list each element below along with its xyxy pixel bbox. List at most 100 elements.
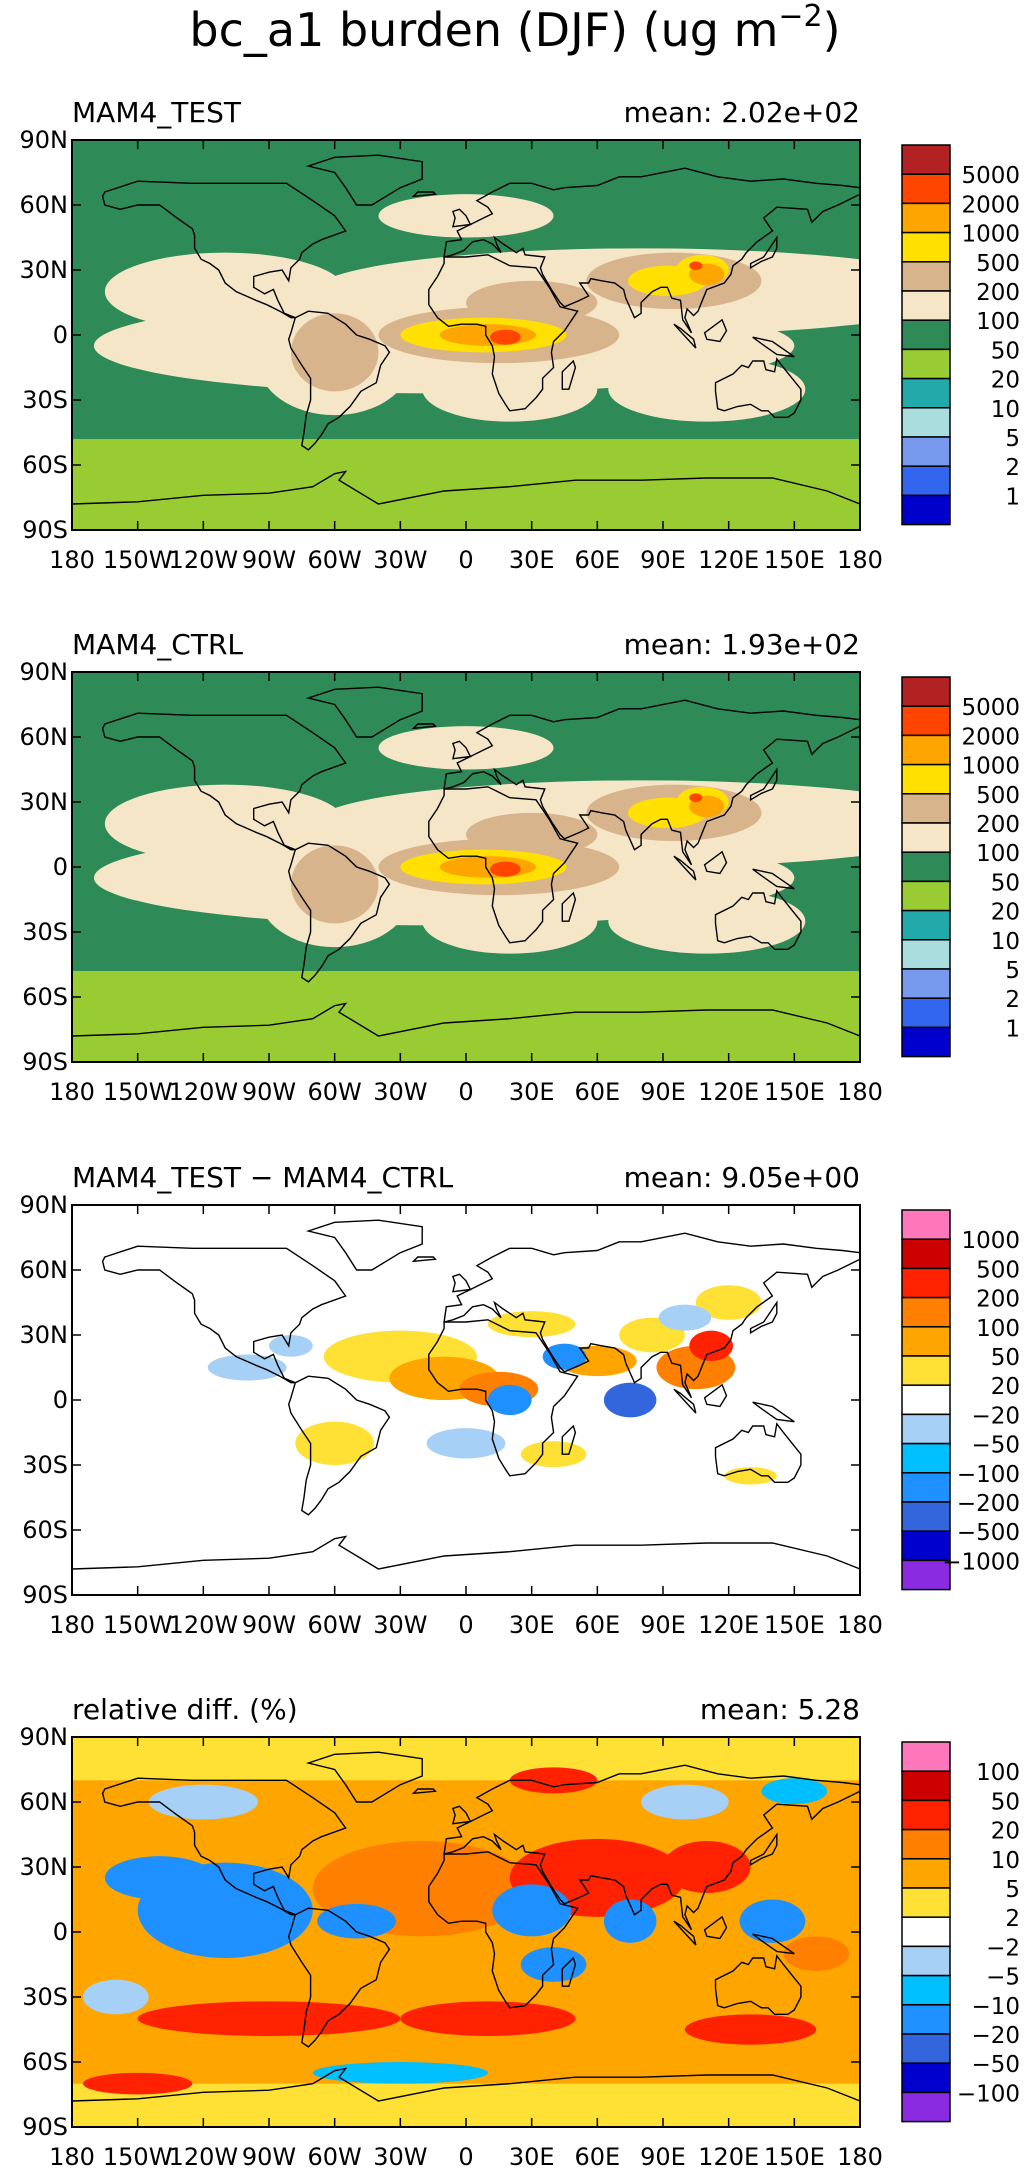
y-tick-label: 30N (20, 1321, 69, 1349)
field-region (663, 1841, 751, 1893)
legend-swatch (901, 1530, 951, 1562)
x-tick-label: 150W (103, 1611, 173, 1639)
x-tick-label: 150E (764, 2143, 825, 2171)
y-tick-label: 60S (22, 983, 68, 1011)
field-region (137, 2001, 401, 2036)
y-tick-label: 90N (20, 1191, 69, 1219)
legend-label: 100 (976, 309, 1020, 335)
legend-label: 1000 (961, 1228, 1020, 1254)
coastline (752, 336, 795, 358)
x-tick-label: 150E (764, 1611, 825, 1639)
field-region (603, 1899, 657, 1943)
coastline (287, 842, 391, 983)
x-tick-label: 150W (103, 546, 173, 574)
legend-swatch (901, 436, 951, 467)
field-region (104, 784, 346, 863)
field-region (761, 1778, 828, 1805)
legend-swatch (901, 1355, 951, 1386)
field-region (695, 1285, 762, 1320)
legend-label: 100 (976, 841, 1020, 867)
panel-mean-label: mean: 5.28 (700, 1693, 860, 1726)
y-tick-label: 30S (22, 1451, 68, 1479)
coastline (411, 191, 437, 198)
x-tick-label: 90E (640, 2143, 686, 2171)
legend-swatch (901, 1770, 951, 1802)
legend-label: 20 (991, 900, 1020, 926)
legend-swatch (901, 1799, 951, 1831)
x-tick-label: 90E (640, 1611, 686, 1639)
legend-swatch (901, 1501, 951, 1532)
legend-label: 10 (991, 1848, 1020, 1874)
coastline (287, 310, 391, 451)
field-region (783, 1936, 850, 1971)
coastline (72, 1002, 860, 1037)
coastline (561, 1956, 577, 1987)
legend-swatch (901, 2091, 951, 2123)
legend-swatch (901, 377, 951, 409)
legend-swatch (901, 1559, 951, 1591)
x-tick-label: 120E (698, 1078, 759, 1106)
y-tick-label: 60N (20, 723, 69, 751)
field-band (72, 672, 860, 727)
x-tick-label: 90W (242, 2143, 296, 2171)
x-tick-label: 0 (458, 1611, 473, 1639)
legend-swatch (901, 1472, 951, 1503)
legend-label: 1 (1005, 1016, 1020, 1042)
x-tick-label: 180 (49, 2143, 95, 2171)
coastline (428, 786, 579, 944)
legend-label: 50 (991, 1789, 1020, 1815)
field-region (466, 280, 598, 325)
legend-label: 1000 (961, 222, 1020, 248)
coastline (561, 359, 577, 390)
y-tick-label: 30S (22, 918, 68, 946)
y-tick-label: 30N (20, 256, 69, 284)
field-band (72, 140, 860, 195)
panel-mean-label: mean: 1.93e+02 (624, 628, 860, 661)
coastline (673, 1920, 697, 1946)
y-tick-label: 60N (20, 191, 69, 219)
x-tick-label: 60E (574, 2143, 620, 2171)
legend-swatch (901, 1741, 951, 1772)
coastline (451, 1273, 472, 1293)
x-tick-label: 90W (242, 1078, 296, 1106)
panel-label: MAM4_TEST − MAM4_CTRL (72, 1161, 454, 1194)
legend-swatch (901, 851, 951, 883)
legend-label: −100 (957, 2081, 1020, 2107)
legend-swatch (901, 763, 951, 795)
field-region (207, 1354, 287, 1381)
legend-swatch (901, 1384, 951, 1416)
coastline (72, 1535, 860, 1570)
field-region (608, 356, 806, 422)
x-tick-label: 120W (169, 1611, 239, 1639)
legend-label: 500 (976, 783, 1020, 809)
field-region (148, 1784, 259, 1820)
x-tick-label: 60E (574, 546, 620, 574)
coastline (703, 850, 728, 875)
legend-swatch (901, 1413, 951, 1445)
y-tick-label: 60S (22, 451, 68, 479)
field-region (312, 2062, 488, 2084)
field-region (426, 1428, 506, 1459)
legend-label: −50 (971, 2052, 1020, 2078)
legend-swatch (901, 1238, 951, 1270)
coastline (287, 1375, 391, 1516)
coastline (305, 1219, 423, 1271)
y-tick-label: 90N (20, 658, 69, 686)
x-tick-label: 30W (373, 2143, 427, 2171)
legend-swatch (901, 1945, 951, 1977)
coastline (72, 470, 860, 505)
field-region (509, 1767, 598, 1794)
x-tick-label: 60W (308, 546, 362, 574)
field-band (72, 439, 860, 530)
coastline (714, 357, 802, 418)
field-region (520, 1441, 587, 1468)
legend-swatch (901, 2004, 951, 2035)
coastline (101, 712, 347, 851)
legend-label: 50 (991, 1345, 1020, 1371)
legend-swatch (901, 1887, 951, 1918)
legend-label: 5000 (961, 163, 1020, 189)
y-tick-label: 60S (22, 2048, 68, 2076)
x-tick-label: 30W (373, 546, 427, 574)
